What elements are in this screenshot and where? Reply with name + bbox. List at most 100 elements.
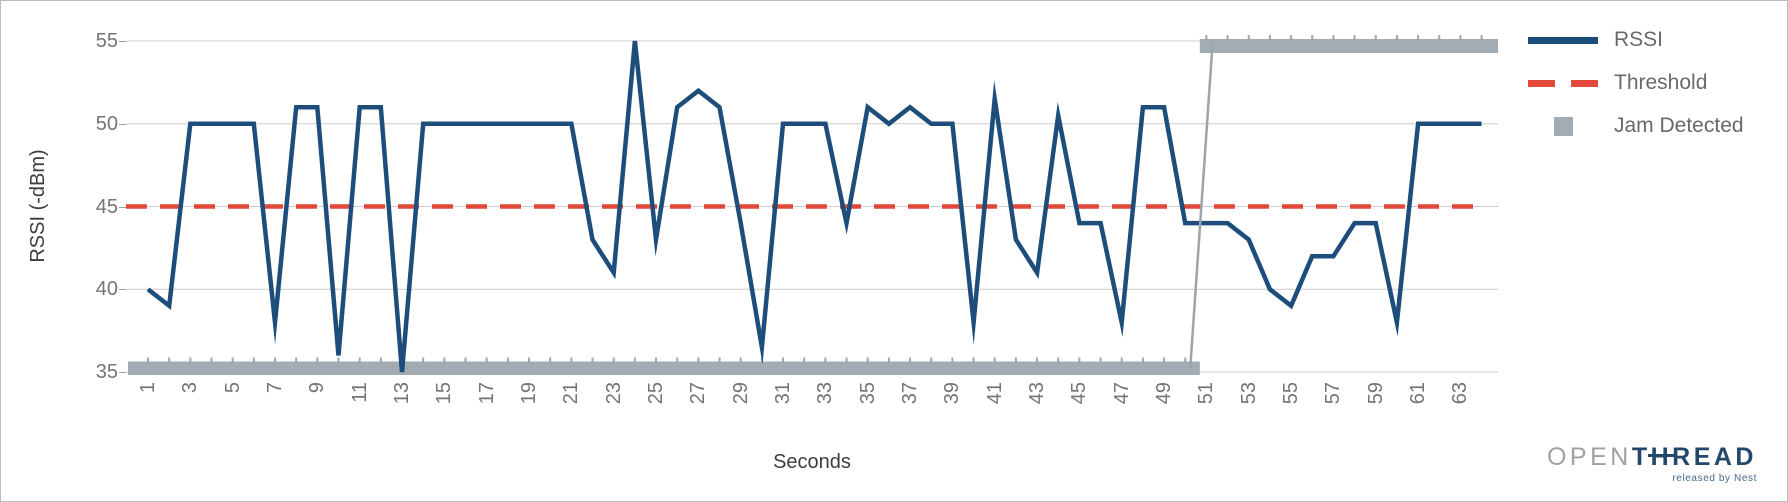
x-tick-label-37: 37 [899, 382, 922, 405]
x-tick-label-1: 1 [137, 382, 159, 394]
jam-bar-tick [1459, 35, 1462, 40]
jam-bar-tick [443, 357, 446, 363]
legend-item-threshold: Threshold [1528, 69, 1744, 97]
logo-tagline: released by Nest [1672, 473, 1757, 484]
jam-transition-line [1188, 45, 1214, 369]
jam-bar-tick [1438, 35, 1441, 40]
jam-bar-tick [274, 357, 277, 363]
y-tick-label-50: 50 [95, 112, 118, 135]
jam-bar-tick [972, 357, 975, 363]
jam-bar-tick [803, 357, 806, 363]
jam-bar-tick [697, 357, 700, 363]
x-tick-label-61: 61 [1407, 382, 1430, 405]
legend: RSSI Threshold Jam Detected [1528, 26, 1744, 140]
x-tick-label-9: 9 [306, 382, 329, 394]
jam-bar-tick [316, 357, 319, 363]
jam-bar-tick [1226, 35, 1229, 40]
jam-bar-tick [1184, 357, 1187, 363]
y-tick-mark [119, 372, 126, 373]
jam-bar-tick [189, 357, 192, 363]
x-tick-label-3: 3 [179, 382, 202, 394]
jam-bar-tick [252, 357, 255, 363]
y-axis-title: RSSI (-dBm) [27, 149, 49, 263]
y-tick-mark [119, 123, 126, 125]
x-tick-label-13: 13 [391, 382, 414, 405]
jam-bar-tick [1099, 357, 1102, 363]
x-tick-label-17: 17 [475, 382, 498, 405]
jam-bar-tick [337, 357, 340, 363]
x-tick-label-45: 45 [1068, 382, 1091, 405]
x-tick-label-57: 57 [1322, 382, 1345, 405]
legend-item-jam-detected: Jam Detected [1528, 112, 1744, 140]
x-tick-label-53: 53 [1237, 382, 1260, 405]
logo-thread-text: THREAD [1631, 443, 1757, 471]
jam-bar-tick [591, 357, 594, 363]
jam-bar-tick [782, 357, 785, 363]
jam-bar-tick [1374, 35, 1377, 40]
jam-bar-tick [528, 357, 531, 363]
y-tick-label-55: 55 [95, 30, 118, 52]
jam-bar-off [128, 361, 1200, 375]
jam-bar-tick [1014, 357, 1017, 363]
x-tick-label-59: 59 [1364, 382, 1387, 405]
legend-label-jam-detected: Jam Detected [1614, 114, 1744, 137]
jam-bar-tick [1120, 357, 1123, 363]
jam-bar-tick [930, 357, 933, 363]
x-tick-label-41: 41 [983, 382, 1006, 405]
jam-bar-tick [295, 357, 298, 363]
jam-bar-tick [464, 357, 467, 363]
jam-bar-tick [1480, 35, 1483, 40]
jam-bar-tick [231, 357, 234, 363]
x-tick-label-15: 15 [433, 382, 456, 405]
jam-bar-tick [676, 357, 679, 363]
x-tick-label-49: 49 [1153, 382, 1176, 405]
jam-bar-tick [909, 357, 912, 363]
x-tick-label-55: 55 [1280, 382, 1303, 405]
y-tick-mark [119, 41, 126, 42]
x-tick-label-39: 39 [941, 382, 964, 405]
y-tick-label-45: 45 [95, 195, 118, 218]
jam-bar-tick [1205, 35, 1208, 40]
jam-bar-tick [866, 357, 869, 363]
threshold-dash-swatch-icon [1528, 79, 1598, 87]
jam-bar-tick [570, 357, 573, 363]
jam-bar-tick [1353, 35, 1356, 40]
x-tick-label-43: 43 [1026, 382, 1049, 405]
jam-bar-tick [549, 357, 552, 363]
x-tick-label-23: 23 [602, 382, 625, 405]
x-axis-title: Seconds [773, 451, 851, 473]
jam-bar-tick [1078, 357, 1081, 363]
jam-bar-tick [993, 357, 996, 363]
logo-open-text: OPEN [1546, 443, 1632, 471]
jam-bar-tick [1332, 35, 1335, 40]
jam-bar-tick [1395, 35, 1398, 40]
x-tick-label-31: 31 [772, 382, 795, 405]
jam-bar-tick [1057, 357, 1060, 363]
jam-bar-tick [168, 357, 171, 363]
jam-bar-tick [1417, 35, 1420, 40]
jam-bar-tick [358, 357, 361, 363]
y-tick-mark [119, 206, 126, 208]
jam-bar-tick [485, 357, 488, 363]
jam-bar-tick [655, 357, 658, 363]
jam-bar-tick [506, 357, 509, 363]
jam-bar-tick [379, 357, 382, 363]
jam-bar-tick [1290, 35, 1293, 40]
openthread-logo: OPENTHREAD released by Nest [1546, 443, 1757, 485]
jam-bar-tick [718, 357, 721, 363]
y-tick-label-40: 40 [95, 278, 118, 301]
legend-item-rssi: RSSI [1528, 26, 1744, 54]
jam-bar-tick [1247, 35, 1250, 40]
jam-bar-tick [1268, 35, 1271, 40]
jam-bar-tick [633, 357, 636, 363]
legend-label-threshold: Threshold [1614, 71, 1708, 94]
x-tick-label-27: 27 [687, 382, 710, 405]
jam-bar-tick [210, 357, 213, 363]
jam-bar-tick [147, 357, 149, 363]
rssi-line [146, 40, 1482, 373]
jam-bar-tick [422, 357, 425, 363]
jam-bar-tick [739, 357, 742, 363]
jam-bar-tick [824, 357, 827, 363]
x-tick-label-33: 33 [814, 382, 837, 405]
